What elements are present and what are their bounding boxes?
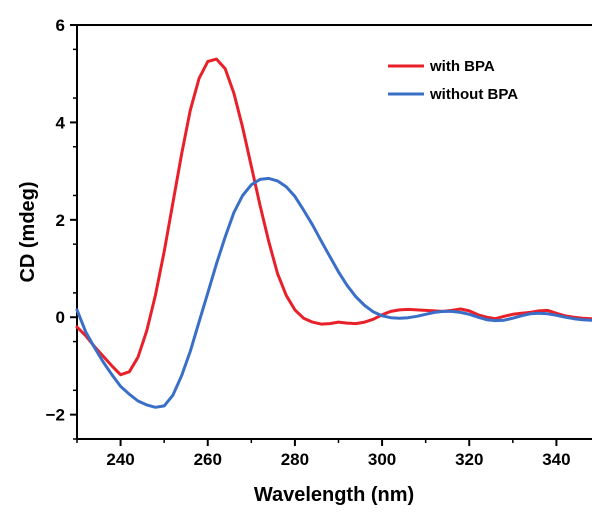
y-tick-label: 0 [56,308,65,327]
legend-label: without BPA [429,86,518,103]
legend-label: with BPA [429,58,495,75]
x-tick-label: 240 [106,450,134,469]
x-axis-ticks: 240 260 280 300 320 340 [76,439,571,469]
y-tick-label: 4 [56,113,66,132]
x-tick-label: 280 [281,450,309,469]
series-line-1 [75,57,592,377]
series-line-2 [75,176,592,409]
y-axis-ticks: −2 0 2 4 6 [46,16,77,440]
x-tick-label: 320 [455,450,483,469]
series-lines [75,57,592,409]
x-axis-title: Wavelength (nm) [254,484,414,506]
y-tick-label: 6 [56,16,65,35]
y-tick-label: 2 [56,211,65,230]
y-axis-title: CD (mdeg) [17,181,39,282]
y-tick-label: −2 [46,406,65,425]
legend: with BPA without BPA [388,58,518,103]
x-tick-label: 340 [542,450,570,469]
x-tick-label: 300 [368,450,396,469]
x-tick-label: 260 [194,450,222,469]
plot-area [76,24,592,440]
